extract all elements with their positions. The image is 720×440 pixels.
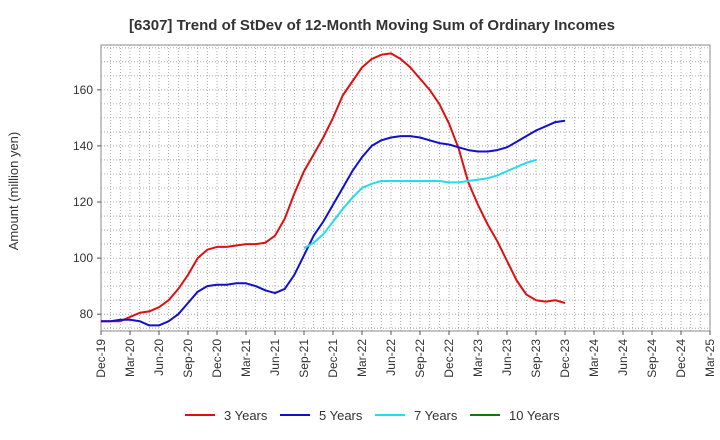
series-lines [101, 52, 566, 327]
grid [101, 45, 710, 331]
legend-label: 3 Years [224, 408, 268, 423]
x-tick-label: Mar-22 [355, 339, 369, 377]
x-tick-label: Sep-23 [529, 339, 543, 378]
x-tick-label: Jun-22 [384, 339, 398, 376]
legend: 3 Years 5 Years 7 Years 10 Years [185, 408, 560, 423]
plot-area [100, 44, 711, 332]
x-tick-label: Dec-23 [558, 339, 572, 378]
x-tick-label: Dec-24 [674, 339, 688, 378]
series-line-3-years [101, 52, 566, 323]
x-tick-label: Sep-20 [181, 339, 195, 378]
y-tick-label: 100 [73, 251, 93, 265]
plot-frame [100, 44, 711, 332]
x-tick-label: Sep-24 [645, 339, 659, 378]
legend-label: 5 Years [319, 408, 363, 423]
y-tick-label: 140 [73, 139, 93, 153]
x-tick-label: Jun-20 [152, 339, 166, 376]
x-tick-label: Jun-23 [500, 339, 514, 376]
x-tick-label: Mar-21 [239, 339, 253, 377]
x-tick-label: Dec-20 [210, 339, 224, 378]
y-axis-label: Amount (million yen) [6, 132, 21, 251]
x-tick-label: Mar-24 [587, 339, 601, 377]
y-tick-label: 120 [73, 195, 93, 209]
x-tick-label: Sep-22 [413, 339, 427, 378]
x-tick-label: Mar-20 [123, 339, 137, 377]
y-tick-label: 160 [73, 83, 93, 97]
x-tick-label: Mar-23 [471, 339, 485, 377]
x-tick-label: Dec-19 [94, 339, 108, 378]
legend-label: 7 Years [414, 408, 458, 423]
x-tick-label: Sep-21 [297, 339, 311, 378]
series-line-5-years [101, 119, 566, 327]
x-tick-label: Dec-21 [326, 339, 340, 378]
x-axis-ticks: Dec-19 Mar-20 Jun-20 Sep-20 Dec-20 Mar-21 Jun-… [94, 331, 717, 378]
x-tick-label: Jun-24 [616, 339, 630, 376]
series-line-7-years [303, 159, 537, 250]
chart-title: [6307] Trend of StDev of 12-Month Moving… [129, 17, 615, 34]
y-axis-ticks: 80 100 120 140 160 [73, 83, 101, 321]
y-tick-label: 80 [80, 307, 94, 321]
x-tick-label: Mar-25 [703, 339, 717, 377]
x-tick-label: Jun-21 [268, 339, 282, 376]
legend-label: 10 Years [509, 408, 560, 423]
x-tick-label: Dec-22 [442, 339, 456, 378]
